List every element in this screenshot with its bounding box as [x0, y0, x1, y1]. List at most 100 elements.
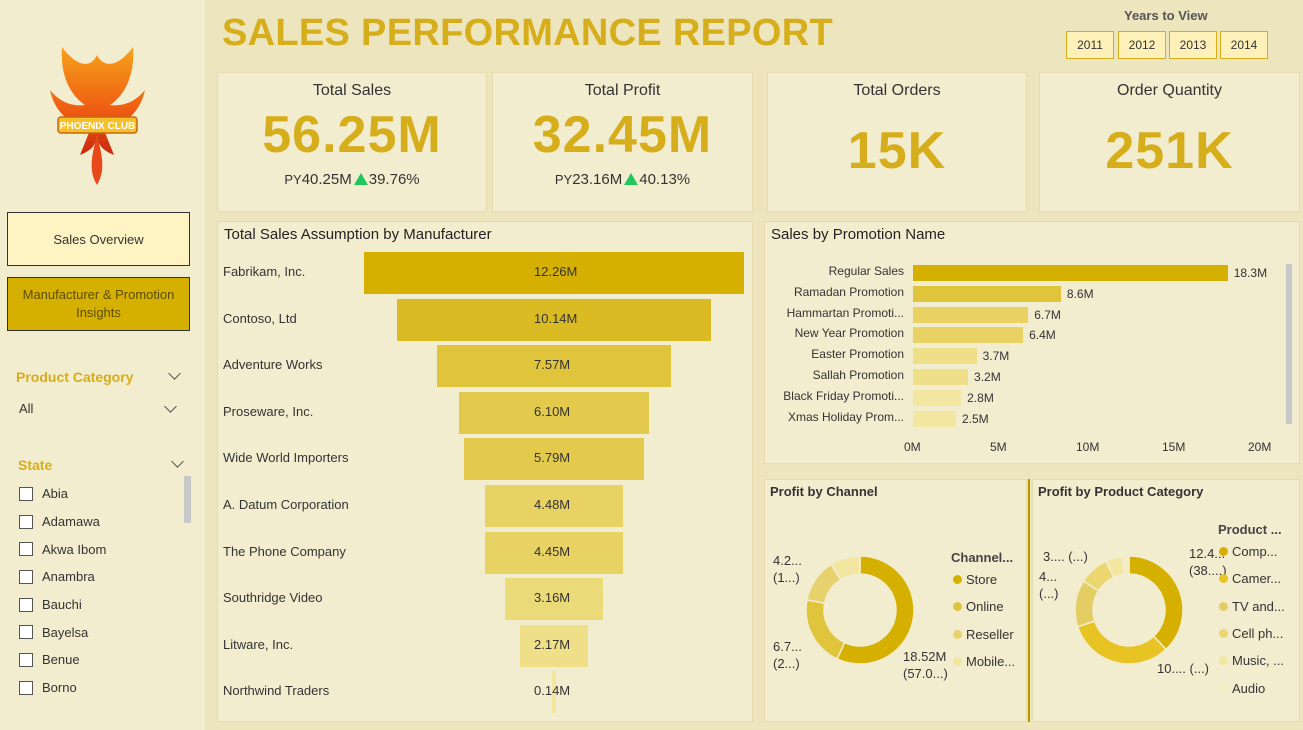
checkbox[interactable] — [19, 569, 33, 584]
state-item[interactable]: Bayelsa — [19, 618, 106, 646]
promotion-scrollbar[interactable] — [1286, 264, 1292, 424]
funnel-row[interactable]: The Phone Company 4.45M — [218, 530, 753, 576]
funnel-row[interactable]: Litware, Inc. 2.17M — [218, 623, 753, 669]
legend-item[interactable]: Cell ph... — [1219, 626, 1283, 641]
promotion-bar[interactable] — [913, 410, 956, 427]
checkbox[interactable] — [19, 680, 33, 695]
funnel-bar[interactable] — [464, 438, 644, 481]
funnel-category-label: Adventure Works — [223, 357, 323, 373]
promotion-value-label: 3.2M — [974, 370, 1001, 384]
legend-item[interactable]: TV and... — [1219, 599, 1285, 614]
promotion-value-label: 6.7M — [1034, 307, 1061, 322]
funnel-bar[interactable] — [520, 624, 588, 667]
funnel-row[interactable]: Wide World Importers 5.79M — [218, 436, 753, 482]
category-donut-chart — [1074, 555, 1184, 665]
legend-item[interactable]: Mobile... — [953, 654, 1015, 669]
legend-item[interactable]: Reseller — [953, 627, 1014, 642]
state-item[interactable]: Bauchi — [19, 591, 106, 619]
year-button-2014[interactable]: 2014 — [1220, 31, 1268, 59]
state-label: Bayelsa — [42, 624, 89, 640]
data-label: 4.2... (1...) — [773, 553, 802, 585]
funnel-bar[interactable] — [364, 252, 744, 294]
funnel-value-label: 2.17M — [534, 636, 571, 652]
funnel-bar[interactable] — [551, 671, 557, 714]
legend-item[interactable]: Online — [953, 599, 1004, 614]
promotion-bar[interactable] — [913, 327, 1024, 344]
checkbox[interactable] — [19, 514, 33, 529]
checkbox[interactable] — [19, 625, 33, 640]
legend-label: TV and... — [1232, 598, 1285, 614]
donut-slice[interactable] — [836, 555, 915, 665]
legend-item[interactable]: Camer... — [1219, 571, 1281, 586]
chevron-down-icon[interactable] — [164, 400, 177, 413]
donut-slice[interactable] — [805, 599, 846, 660]
checkbox[interactable] — [19, 597, 33, 612]
legend-dot-icon — [1219, 574, 1228, 584]
promotion-bar[interactable] — [913, 389, 962, 406]
legend-item[interactable]: Music, ... — [1219, 653, 1284, 668]
state-item[interactable]: Benue — [19, 646, 106, 674]
promotion-value-label: 6.4M — [1029, 328, 1056, 343]
state-item[interactable]: Abia — [19, 480, 106, 508]
donut-slice[interactable] — [1076, 620, 1168, 665]
state-scrollbar[interactable] — [184, 476, 191, 523]
funnel-category-label: Northwind Traders — [223, 683, 330, 699]
year-button-2013[interactable]: 2013 — [1169, 31, 1217, 59]
state-list: Abia Adamawa Akwa Ibom Anambra Bauchi Ba… — [19, 480, 106, 702]
funnel-row[interactable]: Fabrikam, Inc. 12.26M — [218, 250, 753, 296]
donut-slice[interactable] — [1128, 555, 1184, 651]
py-label: PY — [554, 172, 573, 187]
checkbox[interactable] — [19, 542, 33, 557]
state-item[interactable]: Borno — [19, 674, 106, 702]
state-item[interactable]: Anambra — [19, 563, 106, 591]
promotion-bar[interactable] — [913, 285, 1061, 302]
kpi-total-orders: Total Orders 15K — [767, 72, 1027, 212]
funnel-bar[interactable] — [436, 345, 672, 388]
donut-slice[interactable] — [1121, 555, 1130, 576]
funnel-value-label: 6.10M — [534, 403, 571, 419]
promotion-value-label: 18.3M — [1233, 266, 1268, 280]
funnel-row[interactable]: Proseware, Inc. 6.10M — [218, 390, 753, 436]
funnel-row[interactable]: Adventure Works 7.57M — [218, 343, 753, 389]
funnel-bar[interactable] — [459, 391, 649, 434]
nav-sales-overview[interactable]: Sales Overview — [7, 212, 190, 266]
panel-title: Sales by Promotion Name — [771, 226, 946, 243]
funnel-row[interactable]: Southridge Video 3.16M — [218, 576, 753, 622]
year-button-2012[interactable]: 2012 — [1118, 31, 1166, 59]
legend-item[interactable]: Comp... — [1219, 544, 1278, 559]
state-item[interactable]: Akwa Ibom — [19, 535, 106, 563]
funnel-bar[interactable] — [396, 298, 712, 341]
data-label: 4... (...) — [1039, 569, 1059, 601]
promotion-bar[interactable] — [913, 369, 969, 385]
profit-by-channel-panel: Profit by Channel 4.2... (1...) 6.7... (2.… — [764, 479, 1027, 722]
chevron-down-icon[interactable] — [168, 367, 181, 380]
kpi-value: 251K — [1105, 122, 1234, 180]
checkbox[interactable] — [19, 486, 33, 501]
funnel-bar[interactable] — [485, 531, 623, 574]
promotion-category-label: Black Friday Promoti... — [783, 388, 904, 403]
legend-label: Online — [966, 599, 1004, 615]
product-category-title: Product Category — [16, 369, 134, 385]
legend-dot-icon — [1219, 547, 1228, 556]
chevron-down-icon[interactable] — [171, 455, 184, 468]
panel-title: Profit by Channel — [770, 484, 878, 499]
promotion-bar[interactable] — [913, 306, 1029, 323]
promotion-category-label: Easter Promotion — [811, 347, 904, 362]
funnel-row[interactable]: Northwind Traders 0.14M — [218, 669, 753, 715]
product-category-dropdown[interactable]: All — [19, 401, 34, 416]
funnel-row[interactable]: A. Datum Corporation 4.48M — [218, 483, 753, 529]
year-button-2011[interactable]: 2011 — [1066, 31, 1114, 59]
data-label: 18.52M (57.0...) — [903, 649, 948, 681]
promotion-bar[interactable] — [913, 265, 1228, 281]
funnel-bar[interactable] — [484, 485, 624, 527]
funnel-bar[interactable] — [505, 578, 603, 621]
checkbox[interactable] — [19, 652, 33, 667]
state-item[interactable]: Adamawa — [19, 508, 106, 536]
nav-manufacturer-promotion[interactable]: Manufacturer & Promotion Insights — [7, 277, 190, 331]
promotion-bar[interactable] — [913, 348, 977, 365]
funnel-value-label: 3.16M — [534, 590, 571, 606]
legend-item[interactable]: Audio — [1219, 681, 1265, 696]
funnel-row[interactable]: Contoso, Ltd 10.14M — [218, 297, 753, 343]
donut-slice[interactable] — [830, 555, 861, 581]
legend-item[interactable]: Store — [953, 572, 997, 587]
